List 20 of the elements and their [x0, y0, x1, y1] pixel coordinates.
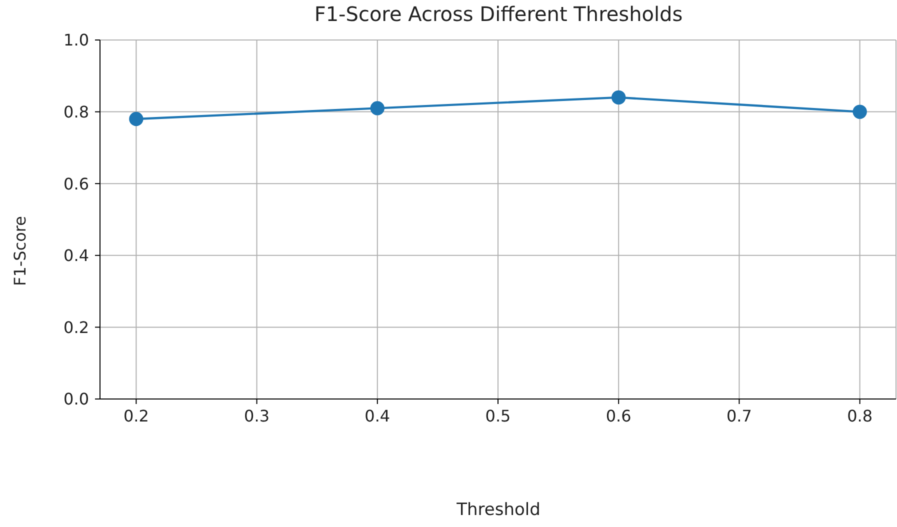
chart-title: F1-Score Across Different Thresholds [313, 2, 684, 26]
x-tick-label: 0.7 [726, 406, 752, 426]
x-axis-title: Threshold [456, 500, 542, 520]
y-tick-label: 0.2 [64, 318, 89, 337]
y-tick-label: 1.0 [64, 30, 89, 50]
y-axis-title: F1-Score [10, 216, 30, 286]
x-tick-label: 0.4 [364, 406, 390, 426]
y-tick-label: 0.0 [64, 390, 89, 409]
point [852, 104, 867, 119]
y-tick-label: 0.6 [64, 174, 89, 194]
x-tick-label: 0.8 [847, 406, 873, 426]
x-tick-label: 0.5 [485, 406, 511, 426]
point [129, 112, 144, 126]
x-tick-label: 0.3 [244, 406, 270, 426]
y-tick-label: 0.4 [64, 246, 89, 266]
y-tick-label: 0.8 [64, 102, 89, 122]
point [370, 101, 384, 116]
x-tick-label: 0.2 [123, 406, 149, 426]
point [612, 90, 626, 105]
x-tick-label: 0.6 [606, 406, 632, 426]
